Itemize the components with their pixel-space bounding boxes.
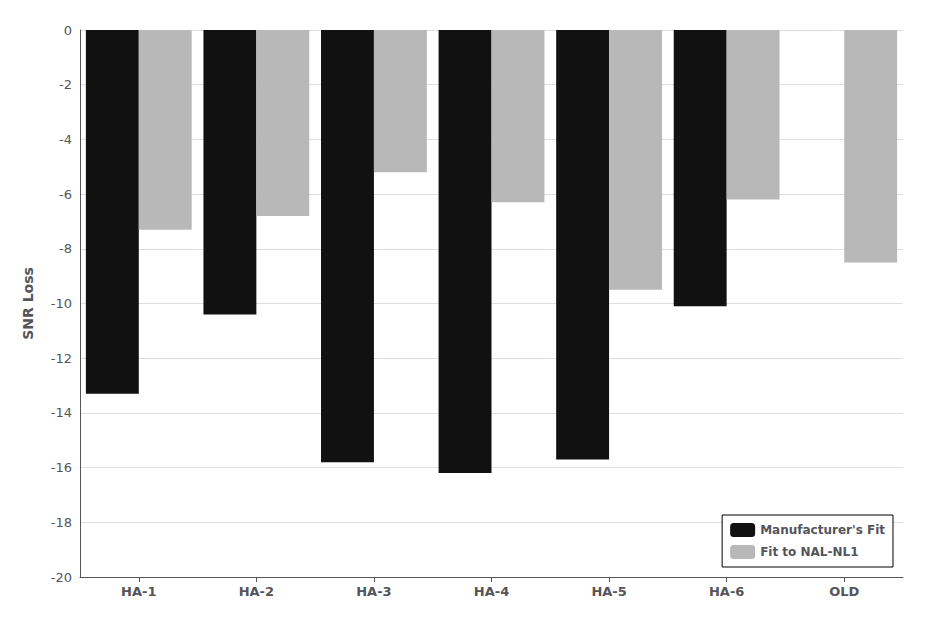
svg-text:-6: -6 — [59, 187, 72, 202]
svg-text:-12: -12 — [51, 351, 72, 366]
svg-text:-10: -10 — [51, 296, 72, 311]
svg-text:0: 0 — [64, 23, 72, 38]
svg-text:-18: -18 — [51, 515, 72, 530]
svg-text:HA-3: HA-3 — [356, 584, 391, 599]
svg-text:Manufacturer's Fit: Manufacturer's Fit — [760, 523, 885, 537]
svg-text:SNR Loss: SNR Loss — [20, 267, 36, 340]
svg-text:-16: -16 — [51, 460, 72, 475]
svg-text:-4: -4 — [59, 132, 72, 147]
svg-text:HA-1: HA-1 — [121, 584, 156, 599]
svg-text:-14: -14 — [51, 405, 72, 420]
svg-text:HA-2: HA-2 — [239, 584, 274, 599]
svg-text:HA-5: HA-5 — [591, 584, 626, 599]
svg-text:-8: -8 — [59, 241, 72, 256]
svg-text:Fit to NAL-NL1: Fit to NAL-NL1 — [760, 545, 858, 559]
svg-text:HA-6: HA-6 — [709, 584, 744, 599]
svg-text:-20: -20 — [51, 570, 72, 585]
svg-text:HA-4: HA-4 — [474, 584, 509, 599]
svg-text:-2: -2 — [59, 77, 72, 92]
svg-text:OLD: OLD — [829, 584, 859, 599]
